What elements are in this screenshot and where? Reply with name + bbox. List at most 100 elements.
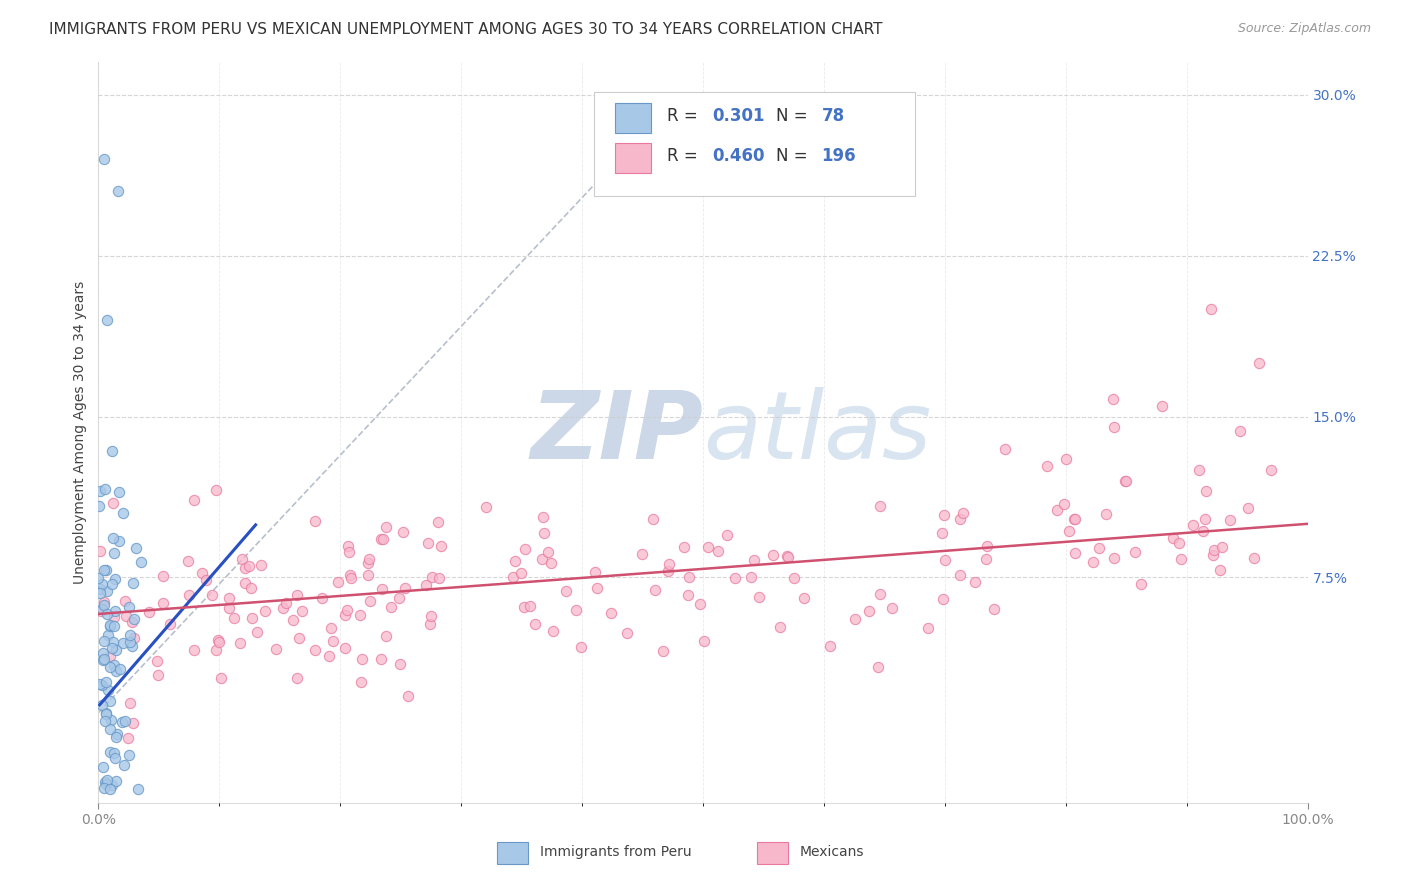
Point	[693, 634, 716, 648]
Point	[96, 607, 118, 621]
Point	[949, 512, 972, 526]
Point	[233, 576, 256, 591]
Point	[934, 552, 956, 566]
Point	[304, 514, 326, 528]
Bar	[758, 842, 787, 864]
Point	[357, 568, 380, 582]
Point	[121, 615, 143, 629]
Text: 196: 196	[821, 147, 856, 165]
Text: Source: ZipAtlas.com: Source: ZipAtlas.com	[1237, 22, 1371, 36]
Point	[869, 499, 891, 513]
Point	[380, 599, 402, 614]
Point	[91, 678, 114, 692]
Point	[1053, 497, 1076, 511]
Point	[707, 544, 730, 558]
Point	[93, 152, 115, 166]
Point	[101, 496, 124, 510]
Text: N =: N =	[776, 147, 813, 165]
Point	[742, 553, 765, 567]
Point	[375, 629, 398, 643]
Point	[218, 591, 240, 606]
Point	[994, 442, 1017, 456]
Point	[1208, 563, 1230, 577]
Point	[94, 563, 117, 577]
Point	[107, 484, 129, 499]
Point	[89, 544, 111, 558]
Text: N =: N =	[776, 108, 813, 126]
Point	[531, 509, 554, 524]
Point	[121, 576, 143, 591]
Point	[917, 621, 939, 635]
Point	[554, 584, 576, 599]
Point	[583, 565, 606, 579]
Point	[112, 506, 135, 520]
Point	[1102, 420, 1125, 434]
Point	[96, 313, 118, 327]
Point	[339, 567, 361, 582]
Point	[1063, 512, 1085, 526]
Point	[932, 592, 955, 607]
Point	[98, 722, 121, 736]
Point	[974, 551, 997, 566]
Point	[96, 777, 118, 791]
Point	[152, 596, 174, 610]
Point	[1201, 548, 1223, 562]
Point	[419, 617, 441, 632]
Point	[125, 541, 148, 555]
Text: IMMIGRANTS FROM PERU VS MEXICAN UNEMPLOYMENT AMONG AGES 30 TO 34 YEARS CORRELATI: IMMIGRANTS FROM PERU VS MEXICAN UNEMPLOY…	[49, 22, 883, 37]
Point	[246, 624, 269, 639]
Point	[1211, 540, 1233, 554]
Point	[697, 541, 720, 555]
Point	[336, 603, 359, 617]
Point	[111, 715, 134, 730]
Point	[531, 552, 554, 566]
Point	[1046, 502, 1069, 516]
Point	[1057, 524, 1080, 538]
Point	[122, 612, 145, 626]
Point	[101, 635, 124, 649]
Point	[103, 610, 125, 624]
Point	[509, 566, 531, 580]
Point	[200, 588, 222, 602]
Point	[769, 619, 792, 633]
Point	[651, 644, 673, 658]
Point	[91, 653, 114, 667]
Text: 78: 78	[821, 108, 845, 126]
Point	[844, 612, 866, 626]
Point	[357, 557, 380, 571]
Point	[519, 599, 541, 614]
Point	[932, 508, 955, 522]
Point	[129, 555, 152, 569]
Point	[394, 582, 416, 596]
Point	[114, 594, 136, 608]
Point	[118, 748, 141, 763]
Text: atlas: atlas	[703, 387, 931, 478]
Point	[91, 646, 114, 660]
Point	[931, 526, 953, 541]
Text: R =: R =	[666, 108, 703, 126]
Point	[288, 631, 311, 645]
Point	[326, 574, 349, 589]
Point	[118, 599, 141, 614]
Point	[98, 648, 121, 663]
Point	[105, 664, 128, 678]
Point	[1054, 452, 1077, 467]
Point	[101, 443, 124, 458]
Point	[1181, 517, 1204, 532]
Point	[1163, 531, 1185, 545]
Point	[103, 746, 125, 760]
Bar	[614, 143, 651, 173]
Point	[231, 551, 253, 566]
Point	[91, 760, 114, 774]
Bar	[498, 842, 527, 864]
Point	[1129, 577, 1152, 591]
Point	[250, 558, 273, 573]
Point	[104, 730, 127, 744]
Point	[118, 628, 141, 642]
Point	[103, 619, 125, 633]
Point	[94, 482, 117, 496]
Point	[90, 604, 112, 618]
Point	[104, 572, 127, 586]
Point	[1168, 536, 1191, 550]
Point	[93, 595, 115, 609]
